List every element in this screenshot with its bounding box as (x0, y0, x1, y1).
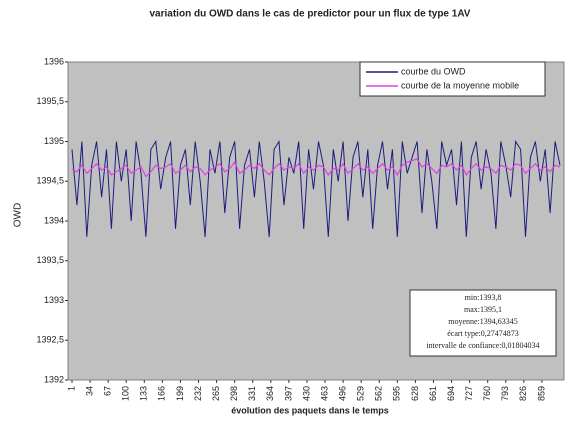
y-tick-label: 1393,5 (36, 255, 64, 265)
y-axis-label: OWD (13, 203, 24, 227)
x-tick-label: 793 (500, 386, 510, 401)
stats-line: max:1395,1 (464, 305, 502, 314)
x-tick-label: 67 (103, 386, 113, 396)
stats-line: intervalle de confiance:0,01804034 (426, 341, 539, 350)
legend-label: courbe de la moyenne mobile (401, 80, 519, 90)
x-tick-label: 34 (84, 386, 94, 396)
x-tick-label: 496 (337, 386, 347, 401)
x-tick-label: 232 (193, 386, 203, 401)
y-tick-label: 1395 (44, 136, 64, 146)
x-tick-label: 331 (247, 386, 257, 401)
x-tick-label: 727 (464, 386, 474, 401)
y-tick-label: 1392,5 (36, 335, 64, 345)
x-tick-label: 364 (265, 386, 275, 401)
x-tick-label: 529 (356, 386, 366, 401)
legend-label: courbe du OWD (401, 66, 466, 76)
x-tick-label: 628 (410, 386, 420, 401)
y-tick-label: 1392 (44, 374, 64, 384)
chart-title: variation du OWD dans le cas de predicto… (150, 9, 471, 20)
y-tick-label: 1393 (44, 295, 64, 305)
x-tick-label: 1 (66, 386, 76, 391)
x-tick-label: 826 (518, 386, 528, 401)
y-tick-label: 1395,5 (36, 96, 64, 106)
stats-line: écart type:0,27474873 (447, 329, 519, 338)
x-tick-label: 397 (283, 386, 293, 401)
x-tick-label: 100 (121, 386, 131, 401)
x-tick-label: 694 (446, 386, 456, 401)
y-tick-label: 1396 (44, 56, 64, 66)
x-axis-label: évolution des paquets dans le temps (231, 405, 389, 415)
data-line (71, 158, 561, 178)
x-tick-label: 562 (374, 386, 384, 401)
x-tick-label: 133 (139, 386, 149, 401)
legend-box (359, 61, 546, 97)
y-tick-label: 1394 (44, 215, 64, 225)
x-tick-label: 595 (392, 386, 402, 401)
x-tick-label: 463 (319, 386, 329, 401)
x-tick-label: 430 (301, 386, 311, 401)
x-tick-label: 661 (428, 386, 438, 401)
x-tick-label: 859 (536, 386, 546, 401)
y-tick-label: 1394,5 (36, 176, 64, 186)
x-tick-label: 265 (211, 386, 221, 401)
x-tick-label: 166 (157, 386, 167, 401)
data-line (71, 139, 561, 237)
stats-box (409, 289, 557, 357)
stats-line: moyenne:1394,63345 (448, 317, 518, 326)
x-tick-label: 760 (482, 386, 492, 401)
stats-line: min:1393,8 (465, 293, 502, 302)
x-tick-label: 298 (229, 386, 239, 401)
x-tick-label: 199 (175, 386, 185, 401)
